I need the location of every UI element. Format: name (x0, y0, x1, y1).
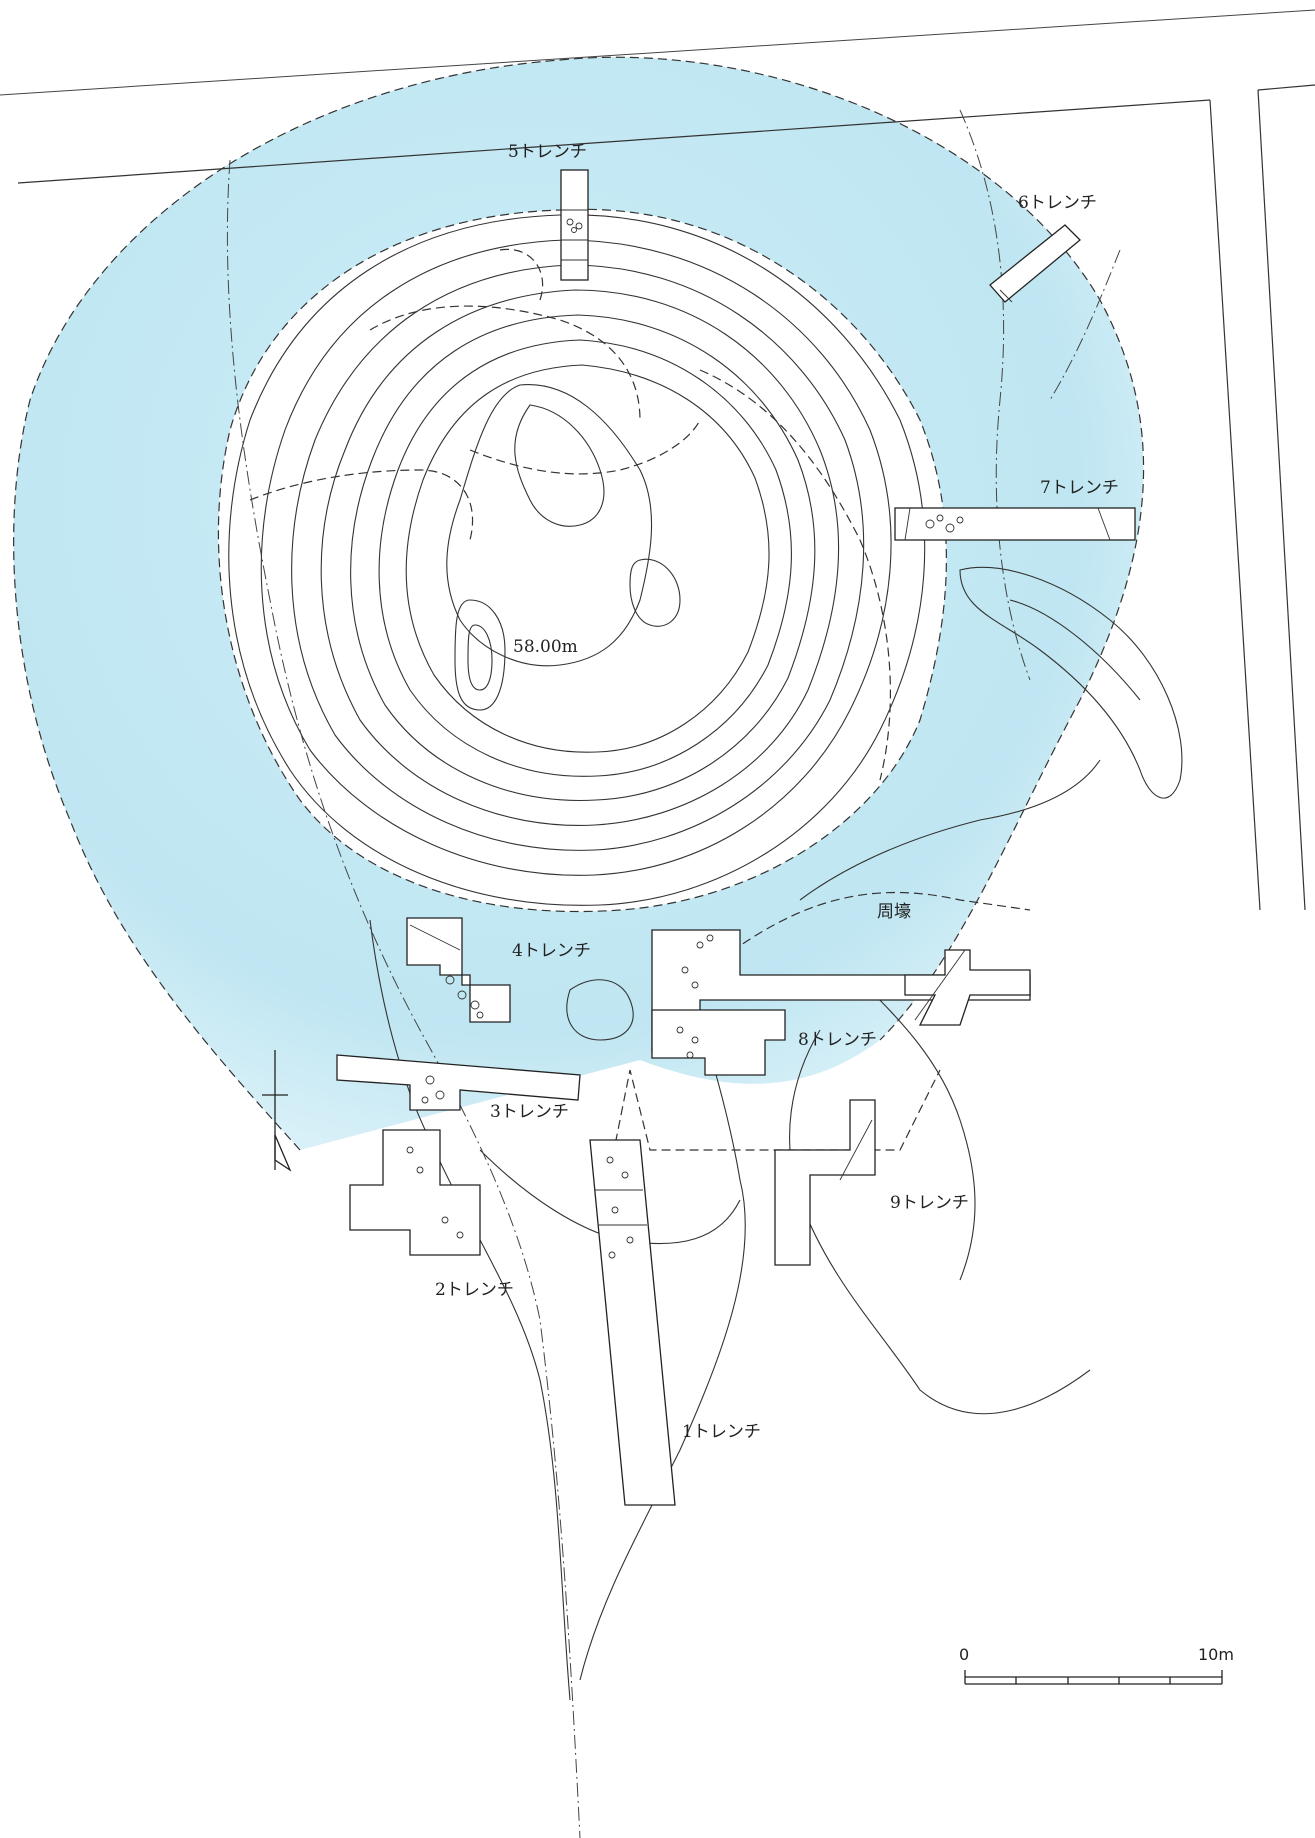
trench-2-label: 2トレンチ (435, 1280, 514, 1300)
trench-1-label: 1トレンチ (682, 1422, 761, 1442)
trench-3 (336, 1054, 581, 1111)
trench-east-extension (904, 949, 1031, 1026)
property-lines (0, 9, 1315, 911)
trench-3-label: 3トレンチ (490, 1102, 569, 1122)
scale-end-label: 10m (1198, 1645, 1234, 1664)
trench-1 (589, 1139, 676, 1506)
trench-5-label: 5トレンチ (508, 142, 587, 162)
mound-outer-edge (217, 208, 947, 913)
moat-label: 周壕 (877, 902, 911, 922)
scale-zero-label: 0 (959, 1645, 969, 1664)
elevation-label: 58.00m (513, 637, 578, 657)
trench-6 (989, 224, 1081, 303)
trench-2 (349, 1129, 481, 1256)
dash-dot-lines (226, 109, 1121, 1838)
trench-9-label: 9トレンチ (890, 1193, 969, 1213)
trench-8 (651, 1009, 786, 1076)
trench-7 (894, 507, 1136, 541)
trench-4-label: 4トレンチ (512, 941, 591, 961)
lower-terrain-contours (369, 566, 1183, 1701)
trench-5 (560, 169, 589, 281)
trench-4 (406, 917, 1031, 1053)
trench-9 (774, 1099, 876, 1266)
scale-bar: 0 10m (959, 1645, 1234, 1685)
moat-outer-edge (13, 56, 1145, 1151)
trench-6-label: 6トレンチ (1018, 193, 1097, 213)
dashed-features (249, 248, 1031, 1171)
moat-area (13, 57, 1144, 1151)
trench-8-label: 8トレンチ (798, 1030, 877, 1050)
contour-lines (228, 214, 926, 906)
north-arrow (262, 1050, 292, 1172)
trench-7-label: 7トレンチ (1040, 478, 1119, 498)
